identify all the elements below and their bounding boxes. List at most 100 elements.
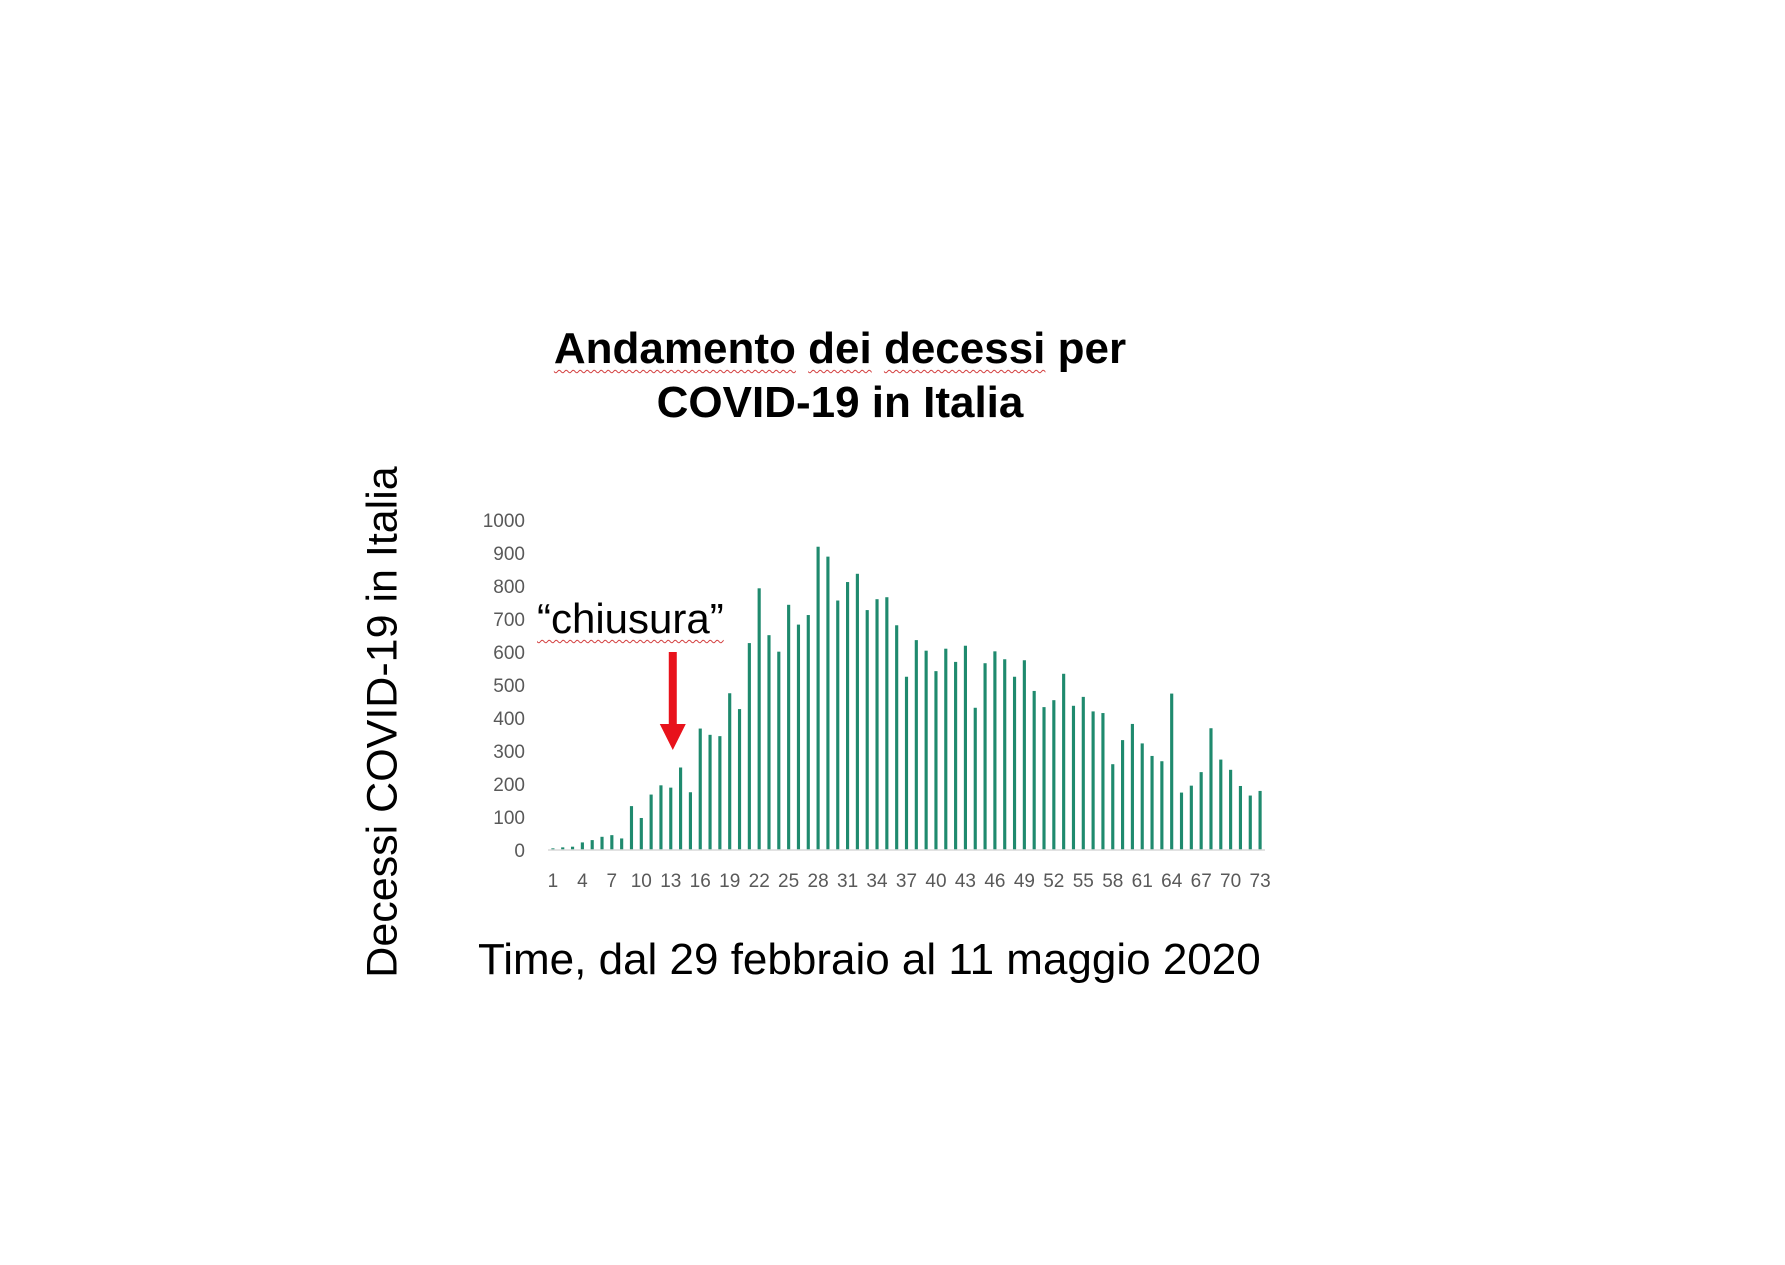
bar-38 [914,640,918,850]
bar-48 [1012,676,1017,850]
x-tick-label: 70 [1220,871,1241,892]
bar-67 [1199,772,1203,850]
x-tick-label: 55 [1073,871,1094,892]
y-tick-label: 100 [493,808,525,829]
bar-51 [1042,707,1046,850]
x-tick-label: 58 [1102,871,1123,892]
bar-52 [1052,700,1056,850]
annotation-text: “chiusura” [537,595,724,642]
bar-65 [1179,792,1184,850]
x-tick-label: 61 [1132,871,1153,892]
bar-60 [1130,723,1134,850]
x-tick-label: 43 [955,871,976,892]
bar-37 [904,676,909,850]
bar-11 [649,794,653,850]
bar-30 [836,600,840,850]
bar-56 [1091,711,1095,850]
bar-63 [1160,761,1164,850]
bar-7 [610,835,614,850]
x-tick-label: 25 [778,871,799,892]
bar-53 [1062,673,1066,850]
bar-17 [708,734,712,850]
bars [551,546,1262,850]
bar-25 [787,604,791,850]
bar-21 [747,643,751,850]
title-word: Andamento [553,324,796,373]
x-tick-label: 7 [607,871,618,892]
y-tick-label: 700 [493,610,525,631]
bar-54 [1071,705,1076,850]
bar-32 [855,573,859,850]
y-tick-label: 200 [493,775,525,796]
bar-12 [659,785,663,850]
x-tick-label: 40 [925,871,946,892]
x-tick-label: 31 [837,871,858,892]
x-tick-label: 64 [1161,871,1183,892]
y-tick-label: 400 [493,709,525,730]
bar-31 [846,582,850,850]
title-line-2: COVID-19 in Italia [656,378,1024,427]
arrow-shaft [668,652,677,726]
bar-72 [1248,795,1252,850]
bar-41 [944,648,948,850]
bar-36 [895,625,899,850]
bar-64 [1170,693,1174,850]
bar-71 [1238,785,1243,850]
x-tick-label: 49 [1014,871,1035,892]
x-axis-label: Time, dal 29 febbraio al 11 maggio 2020 [478,935,1261,984]
x-tick-label: 34 [866,871,888,892]
bar-24 [777,651,781,850]
bar-10 [639,817,643,850]
bar-68 [1209,728,1213,850]
bar-18 [718,736,722,850]
y-tick-label: 300 [493,742,525,763]
bar-50 [1032,690,1036,850]
bar-70 [1229,769,1233,850]
bar-66 [1189,785,1193,850]
bar-28 [816,546,820,850]
x-tick-label: 28 [808,871,829,892]
y-tick-label: 1000 [483,511,525,532]
x-tick-label: 67 [1191,871,1212,892]
title-word: dei [808,324,872,373]
bar-69 [1219,759,1223,850]
x-tick-label: 46 [984,871,1005,892]
bar-20 [737,709,742,850]
bar-61 [1140,743,1144,850]
bar-5 [590,840,594,850]
x-tick-label: 1 [548,871,559,892]
bar-46 [993,651,997,850]
y-tick-label: 0 [514,841,525,862]
y-tick-label: 800 [493,577,525,598]
x-tick-label: 52 [1043,871,1064,892]
bar-15 [688,792,692,850]
title-line-1: Andamento dei decessi per [440,322,1240,376]
bar-55 [1081,696,1085,850]
bar-3 [570,846,575,850]
bar-16 [698,728,702,850]
x-tick-label: 73 [1250,871,1271,892]
x-tick-label: 10 [631,871,652,892]
annotation-label: “chiusura” [537,595,724,643]
title-word: decessi [883,324,1046,373]
bar-35 [885,597,889,850]
bar-42 [954,661,958,850]
x-tick-label: 37 [896,871,917,892]
bar-49 [1022,660,1026,850]
bar-9 [629,806,634,850]
title-word: per [1045,324,1127,373]
bar-29 [826,556,830,850]
annotation-arrow [659,652,686,750]
bar-43 [963,645,967,850]
x-tick-label: 22 [749,871,770,892]
bar-40 [934,671,938,850]
bar-23 [767,635,771,850]
bar-39 [924,650,928,850]
bar-8 [620,838,624,850]
arrow-head [659,724,686,750]
y-tick-label: 900 [493,544,525,565]
bar-22 [757,588,761,850]
bar-34 [875,599,879,850]
bar-27 [806,615,810,850]
